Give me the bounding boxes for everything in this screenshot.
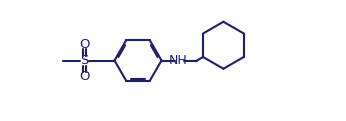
Text: S: S	[80, 54, 89, 67]
Text: O: O	[79, 38, 90, 52]
Text: O: O	[79, 69, 90, 83]
Text: NH: NH	[169, 54, 188, 67]
